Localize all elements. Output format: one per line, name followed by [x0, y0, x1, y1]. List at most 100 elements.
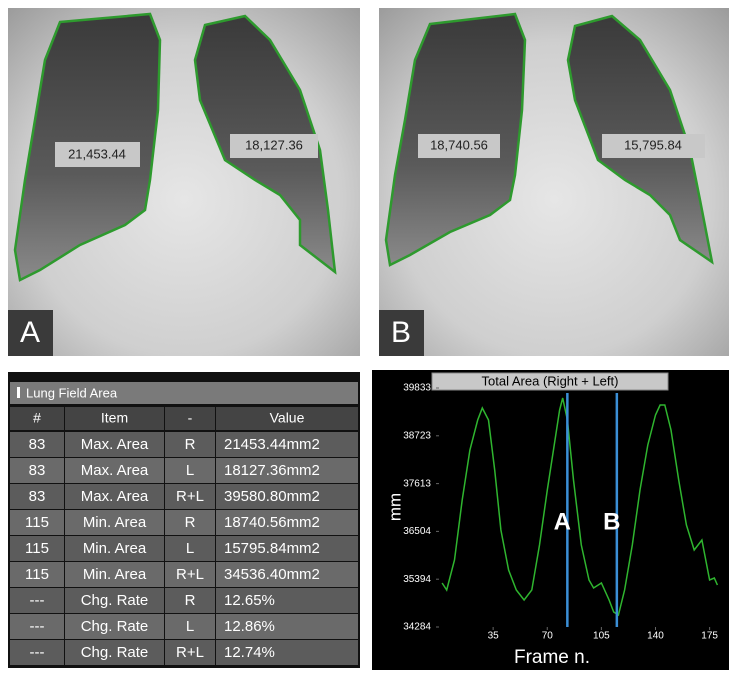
cell: [10, 614, 64, 639]
cell-text: ---: [30, 592, 45, 609]
cell: [65, 536, 164, 561]
cell: [65, 484, 164, 509]
panel-letter: B: [391, 316, 411, 349]
cell-text: R: [185, 514, 196, 531]
cell: [10, 458, 64, 483]
cell: [165, 562, 215, 587]
header-text: -: [188, 410, 193, 426]
cell: [165, 588, 215, 613]
cell-text: Chg. Rate: [81, 618, 149, 635]
cell-text: 12.74%: [224, 644, 275, 661]
cell-text: L: [186, 618, 194, 635]
cell-text: 34536.40mm2: [224, 566, 320, 583]
cell: [216, 536, 358, 561]
cell-text: Min. Area: [83, 514, 147, 531]
header-cell: [216, 407, 358, 430]
x-tick-label: 105: [593, 631, 610, 642]
x-tick-label: 175: [701, 631, 718, 642]
cell: [165, 458, 215, 483]
cell-text: 115: [25, 566, 49, 583]
cell-text: 15795.84mm2: [224, 540, 320, 557]
table-title-bar: [10, 382, 358, 404]
area-label: 18,127.36: [245, 137, 303, 152]
cell-text: 83: [29, 436, 46, 453]
cell-text: 115: [25, 514, 49, 531]
chart-background: [372, 370, 729, 670]
panel-letter: A: [20, 316, 40, 349]
cell-text: Max. Area: [81, 436, 149, 453]
cell: [165, 484, 215, 509]
cell-text: R+L: [176, 566, 204, 583]
cell: [10, 536, 64, 561]
cell-text: Min. Area: [83, 566, 147, 583]
cell-text: R: [185, 436, 196, 453]
cell: [165, 640, 215, 665]
frame-marker-label: A: [554, 508, 571, 535]
cell-text: 21453.44mm2: [224, 436, 320, 453]
cell-text: R: [185, 592, 196, 609]
cell: [65, 640, 164, 665]
cell-text: 12.65%: [224, 592, 275, 609]
area-label-box: [602, 134, 705, 158]
cell-text: 115: [25, 540, 49, 557]
header-text: Value: [270, 410, 305, 426]
cell-text: Max. Area: [81, 488, 149, 505]
title-icon: [17, 387, 20, 398]
x-tick-label: 35: [488, 631, 500, 642]
xray-panel-a: 21,453.44 18,127.36 A: [8, 8, 360, 356]
area-label-box: [418, 134, 500, 158]
cell-text: Chg. Rate: [81, 592, 149, 609]
cell-text: Max. Area: [81, 462, 149, 479]
cell-text: Chg. Rate: [81, 644, 149, 661]
cell: [216, 614, 358, 639]
cell: [216, 484, 358, 509]
cell-text: L: [186, 462, 194, 479]
y-tick-label: 34284: [403, 622, 431, 633]
y-axis-label: mm: [385, 493, 404, 521]
x-tick-label: 140: [647, 631, 664, 642]
xray-panel-b: 18,740.56 15,795.84 B: [379, 8, 729, 356]
cell-text: R+L: [176, 488, 204, 505]
cell-text: 12.86%: [224, 618, 275, 635]
area-label-box: [230, 134, 318, 158]
cell-text: 18127.36mm2: [224, 462, 320, 479]
area-label-box: [55, 142, 140, 167]
cell-text: 83: [29, 488, 46, 505]
y-tick-label: 35394: [403, 574, 431, 585]
area-label: 18,740.56: [430, 137, 488, 152]
chart: Total Area (Right + Left) mm Frame n. 34…: [372, 370, 729, 670]
cell-text: 18740.56mm2: [224, 514, 320, 531]
y-tick-label: 37613: [403, 478, 431, 489]
cell: [216, 510, 358, 535]
header-text: #: [33, 410, 41, 426]
cell: [10, 484, 64, 509]
cell: [10, 510, 64, 535]
cell-text: ---: [30, 618, 45, 635]
table-title: Lung Field Area: [26, 385, 118, 400]
cell-text: L: [186, 540, 194, 557]
cell: [165, 536, 215, 561]
cell: [216, 640, 358, 665]
panel-letter-box: [379, 310, 424, 356]
cell: [10, 432, 64, 457]
y-tick-label: 39833: [403, 383, 431, 394]
header-text: Item: [101, 410, 128, 426]
y-tick-label: 38723: [403, 430, 431, 441]
cell-text: 39580.80mm2: [224, 488, 320, 505]
series-line: [441, 397, 719, 617]
chart-title-box: [431, 372, 669, 391]
cell-text: ---: [30, 644, 45, 661]
cell-text: Min. Area: [83, 540, 147, 557]
cell: [65, 510, 164, 535]
cell: [65, 562, 164, 587]
header-cell: [10, 407, 64, 430]
cell: [165, 432, 215, 457]
chart-title: Total Area (Right + Left): [482, 373, 619, 388]
y-tick-label: 36504: [403, 526, 431, 537]
cell: [65, 588, 164, 613]
cell: [216, 432, 358, 457]
cell: [65, 432, 164, 457]
area-label: 15,795.84: [624, 137, 682, 152]
cell: [65, 458, 164, 483]
cell: [10, 588, 64, 613]
